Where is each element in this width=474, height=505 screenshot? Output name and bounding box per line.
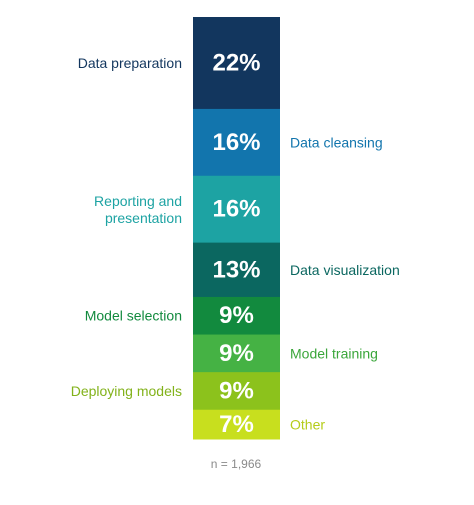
category-label-model-selection: Model selection xyxy=(85,308,182,324)
category-label-data-preparation: Data preparation xyxy=(78,55,182,71)
value-label-data-visualization: 13% xyxy=(212,256,260,283)
category-labels: Data preparation Data cleansing Reporting … xyxy=(71,55,400,432)
value-label-data-preparation: 22% xyxy=(212,49,260,76)
bar-segment-data-preparation xyxy=(193,17,280,110)
value-label-deploying-models: 9% xyxy=(219,377,254,404)
category-label-deploying-models: Deploying models xyxy=(71,383,182,399)
bar-segment-deploying-models xyxy=(193,372,280,411)
category-label-data-visualization: Data visualization xyxy=(290,262,400,278)
category-label-model-training: Model training xyxy=(290,345,378,361)
value-label-other: 7% xyxy=(219,411,254,438)
bar-segment-model-training xyxy=(193,334,280,373)
value-label-reporting-and-presentation: 16% xyxy=(212,196,260,223)
category-label-data-cleansing: Data cleansing xyxy=(290,134,383,150)
category-label-reporting-and-presentation: Reporting and presentation xyxy=(94,193,182,226)
category-label-other: Other xyxy=(290,416,325,432)
bar-segment-data-cleansing xyxy=(193,108,280,177)
value-label-model-training: 9% xyxy=(219,340,254,367)
value-label-model-selection: 9% xyxy=(219,302,254,329)
sample-size-note: n = 1,966 xyxy=(211,457,262,471)
value-label-data-cleansing: 16% xyxy=(212,129,260,156)
bar-segment-model-selection xyxy=(193,296,280,336)
bar-segment-other xyxy=(193,409,280,440)
bar-segment-data-visualization xyxy=(193,242,280,298)
bar-segment-reporting-and-presentation xyxy=(193,175,280,244)
bar-segments: 22% 16% 16% 13% 9% 9% 9% 7% xyxy=(193,17,280,440)
